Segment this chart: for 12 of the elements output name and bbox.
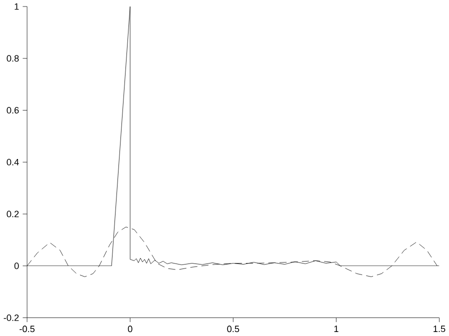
y-tick-label: 0.8: [6, 55, 19, 62]
y-tick-label: 0.4: [6, 159, 19, 166]
y-tick-label: 0.2: [6, 211, 19, 218]
x-tick-label: 0.5: [227, 326, 240, 332]
y-tick-label: -0.2: [4, 314, 19, 322]
x-tick-label: 1.5: [434, 326, 446, 332]
x-tick-label: 1: [334, 326, 338, 332]
y-tick-label: 0.6: [6, 107, 19, 114]
x-tick-label: 0: [128, 326, 132, 332]
x-tick-label: -0.5: [20, 326, 35, 332]
y-tick-label: 0: [14, 262, 19, 270]
y-tick-label: 1: [14, 4, 19, 10]
